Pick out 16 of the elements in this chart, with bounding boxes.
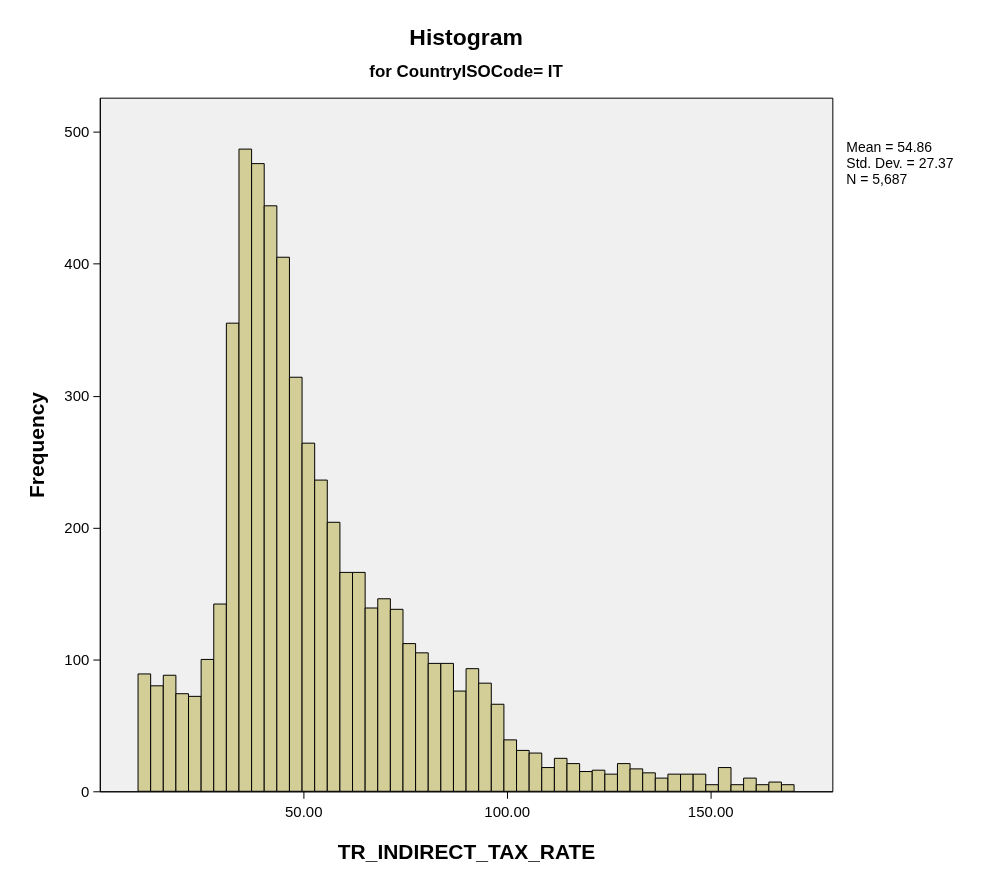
text: Std. Dev. = 27.37 (846, 154, 954, 171)
chart-title: Histogram (409, 23, 523, 50)
x-tick-label: 150.00 (687, 802, 734, 820)
y-tick-label: 400 (64, 255, 90, 273)
text: Mean = 54.86 (846, 138, 933, 155)
y-tick-label: 200 (64, 519, 90, 537)
y-tick-label: 100 (64, 650, 90, 668)
y-tick-label: 0 (80, 782, 90, 800)
y-tick-label: 300 (64, 387, 90, 405)
text: N = 5,687 (846, 170, 908, 187)
chart-subtitle: for CountryISOCode= IT (369, 61, 564, 81)
x-axis-title: TR_INDIRECT_TAX_RATE (337, 839, 596, 863)
x-tick-label: 100.00 (484, 802, 531, 820)
x-tick-label: 50.00 (285, 802, 323, 820)
y-axis-title: Frequency (25, 391, 49, 498)
y-tick-label: 500 (64, 123, 90, 141)
